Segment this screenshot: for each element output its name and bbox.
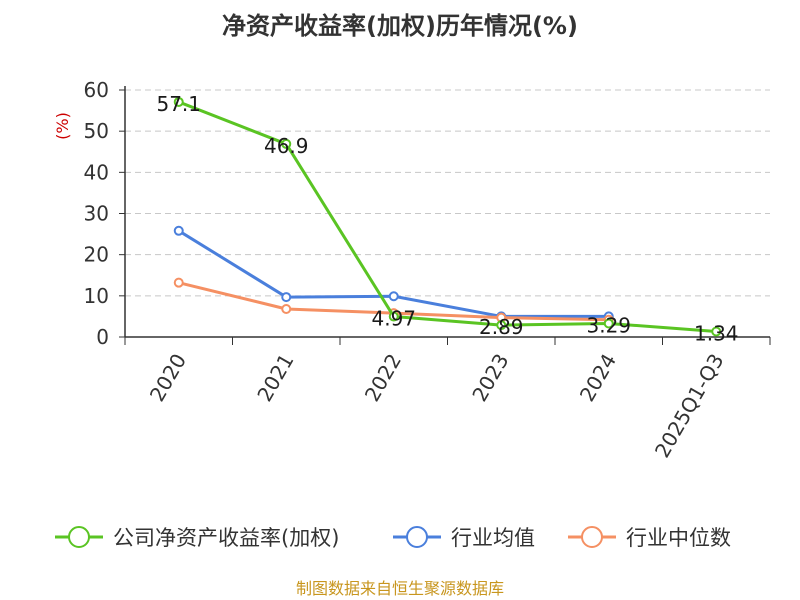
y-tick-label: 20 — [84, 243, 109, 267]
source-note: 制图数据来自恒生聚源数据库 — [296, 579, 504, 598]
x-tick-label: 2025Q1-Q3 — [650, 350, 729, 462]
data-point — [711, 326, 722, 337]
legend-item-1[interactable]: 行业均值 — [393, 526, 535, 550]
series-line-0 — [178, 100, 717, 333]
data-point — [173, 277, 184, 288]
legend-marker — [581, 526, 603, 548]
x-tick-label: 2023 — [467, 350, 513, 406]
data-label: 2.89 — [479, 315, 524, 339]
y-tick-label: 30 — [84, 202, 109, 226]
axes: 0 10 20 30 40 50 60 2020 2021 2022 2023 2024 2025Q1-… — [84, 78, 771, 462]
data-point — [173, 96, 184, 107]
legend-label: 行业中位数 — [626, 526, 731, 550]
y-tick-label: 60 — [84, 78, 109, 102]
y-axis-unit: (%) — [53, 112, 72, 140]
data-label: 46.9 — [264, 134, 309, 158]
x-tick-label: 2022 — [360, 350, 406, 406]
legend-label: 公司净资产收益率(加权) — [113, 526, 339, 550]
series-layer — [173, 96, 722, 337]
x-tick-label: 2021 — [252, 350, 298, 406]
legend-item-2[interactable]: 行业中位数 — [568, 526, 731, 550]
data-point — [388, 311, 399, 322]
legend-item-0[interactable]: 公司净资产收益率(加权) — [55, 526, 339, 550]
data-labels: 57.1 46.9 4.97 2.89 3.29 1.34 — [156, 92, 738, 346]
data-point — [388, 291, 399, 302]
y-tick-label: 40 — [84, 160, 109, 184]
data-label: 3.29 — [586, 313, 631, 337]
data-label: 57.1 — [156, 92, 201, 116]
x-tick-label: 2020 — [145, 350, 191, 406]
legend-label: 行业均值 — [451, 526, 535, 550]
data-point — [496, 320, 507, 331]
data-point — [281, 292, 292, 303]
data-point — [281, 138, 292, 149]
legend-marker — [68, 526, 90, 548]
y-tick-label: 50 — [84, 119, 109, 143]
series-line-1 — [177, 229, 609, 318]
y-tick-label: 0 — [96, 325, 109, 349]
x-tick-label: 2024 — [575, 350, 621, 406]
data-point — [281, 304, 292, 315]
data-label: 4.97 — [371, 307, 416, 331]
y-tick-label: 10 — [84, 284, 109, 308]
chart-title: 净资产收益率(加权)历年情况(%) — [222, 12, 578, 40]
legend[interactable]: 公司净资产收益率(加权) 行业均值 行业中位数 — [55, 526, 731, 550]
data-point — [173, 225, 184, 236]
data-label: 1.34 — [694, 321, 739, 345]
data-point — [603, 318, 614, 329]
gridlines — [125, 89, 770, 297]
legend-marker — [406, 526, 428, 548]
